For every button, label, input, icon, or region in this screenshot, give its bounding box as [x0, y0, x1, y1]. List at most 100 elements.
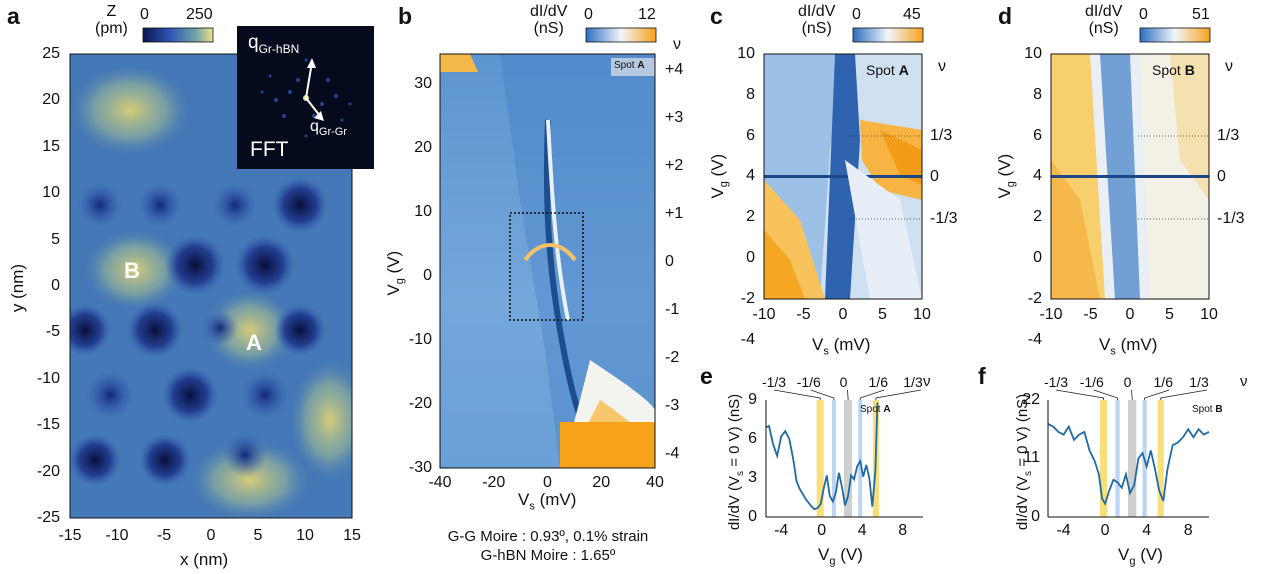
d-ytick-2: 6 [1033, 127, 1042, 145]
nu-leader-f-4 [1161, 390, 1207, 400]
panel-e-ylabel: dI/dV (Vs = 0 V) (nS) [726, 372, 746, 552]
d-ytick-4: 2 [1033, 208, 1042, 226]
site-label-a: A [246, 330, 262, 356]
a-ytick-9: -20 [37, 463, 60, 481]
band-e-3 [858, 400, 862, 517]
trace-e [766, 403, 877, 510]
b-ytick-5: -20 [409, 395, 432, 413]
panel-e-xlabel: Vg (V) [818, 545, 863, 567]
site-label-b: B [124, 258, 140, 284]
a-ytick-6: -5 [46, 323, 60, 341]
panel-d-nu-title: ν [1225, 58, 1233, 76]
panel-c-colorbar-min: 0 [852, 6, 861, 24]
e-ytick-2: 3 [748, 469, 757, 487]
fft-inset-title: FFT [250, 138, 288, 162]
band-f-3 [1143, 400, 1147, 517]
c-ytick-5: 0 [746, 249, 755, 267]
nu-leader-f-1 [1094, 390, 1118, 400]
a-ytick-3: 10 [42, 184, 60, 202]
c-nutick-0: 1/3 [930, 127, 952, 145]
band-f-1 [1116, 400, 1120, 517]
panel-label-d: d [998, 5, 1012, 28]
trace-f [1048, 424, 1209, 504]
c-nutick-1: 0 [930, 168, 939, 186]
d-nutick-0: 1/3 [1217, 127, 1239, 145]
panel-d-colorbar-title: dI/dV (nS) [1085, 3, 1122, 37]
b-ytick-2: 10 [414, 203, 432, 221]
b-ytick-0: 30 [414, 75, 432, 93]
panel-label-c: c [710, 5, 723, 28]
f-xtick-3: 8 [1158, 522, 1218, 540]
e-ytick-1: 6 [748, 430, 757, 448]
band-f-0 [1100, 400, 1107, 517]
c-ytick-4: 2 [746, 208, 755, 226]
band-e-4 [873, 400, 879, 517]
d-ytick-0: 10 [1024, 45, 1042, 63]
panel-d-ylabel: Vg (V) [995, 141, 1017, 211]
d-ytick-5: 0 [1033, 249, 1042, 267]
c-xtick-4: 10 [892, 306, 952, 324]
c-ytick-7: -4 [741, 331, 755, 349]
e-nutick-4: 1/3 [883, 374, 943, 390]
panel-label-f: f [978, 365, 986, 388]
a-ytick-7: -10 [37, 370, 60, 388]
panel-b-spot-label: Spot A [614, 60, 645, 71]
nu-leader-f-2 [1132, 390, 1133, 400]
panel-b-colorbar-title: dI/dV (nS) [530, 3, 567, 37]
c-ytick-3: 4 [746, 167, 755, 185]
b-xtick-1: -20 [464, 474, 524, 492]
panel-a-ylabel: y (nm) [8, 248, 28, 328]
panel-c-colorbar-max: 45 [903, 6, 921, 24]
a-ytick-1: 20 [42, 91, 60, 109]
nu-leader-e-2 [848, 390, 849, 400]
c-nutick-2: -1/3 [930, 210, 958, 228]
d-ytick-7: -4 [1028, 331, 1042, 349]
panel-b-nu-title: ν [673, 36, 681, 54]
panel-d-xlabel: Vs (mV) [1099, 335, 1157, 357]
panel-c-nu-title: ν [938, 58, 946, 76]
panel-f-spot-label: Spot B [1192, 404, 1223, 415]
a-ytick-8: -15 [37, 416, 60, 434]
panel-a-colorbar-max: 250 [186, 6, 213, 24]
panel-c-ylabel: Vg (V) [708, 141, 730, 211]
b-nutick-1: +3 [665, 109, 683, 127]
b-nutick-8: -4 [665, 445, 679, 463]
panel-d-colorbar-max: 51 [1192, 6, 1210, 24]
panel-c-colorbar-title: dI/dV (nS) [798, 3, 835, 37]
band-e-2 [844, 400, 852, 517]
band-f-4 [1158, 400, 1164, 517]
d-ytick-3: 4 [1033, 167, 1042, 185]
panel-a-colorbar-title: Z (pm) [95, 3, 128, 37]
b-xtick-0: -40 [410, 474, 470, 492]
b-xtick-3: 20 [571, 474, 631, 492]
e-ytick-0: 9 [748, 391, 757, 409]
band-f-2 [1128, 400, 1136, 517]
panel-label-a: a [7, 5, 20, 28]
panel-f-xlabel: Vg (V) [1118, 545, 1163, 567]
panel-d-spot-label: Spot B [1152, 62, 1195, 78]
f-ytick-0: 22 [1022, 391, 1040, 409]
b-nutick-6: -2 [665, 349, 679, 367]
panel-label-e: e [700, 365, 713, 388]
d-ytick-1: 8 [1033, 86, 1042, 104]
nu-leader-e-4 [876, 390, 921, 400]
b-ytick-3: 0 [423, 267, 432, 285]
panel-e-spot-label: Spot A [860, 404, 891, 415]
d-xtick-4: 10 [1179, 306, 1239, 324]
d-nutick-1: 0 [1217, 168, 1226, 186]
band-e-1 [832, 400, 836, 517]
a-xtick-6: 15 [322, 527, 382, 545]
b-nutick-3: +1 [665, 205, 683, 223]
nu-leader-e-3 [860, 390, 884, 400]
b-nutick-2: +2 [665, 157, 683, 175]
panel-c-xlabel: Vs (mV) [812, 335, 870, 357]
panel-b-colorbar-min: 0 [584, 6, 593, 24]
nu-leader-f-0 [1056, 390, 1104, 400]
panel-b-caption: G-G Moire : 0.93º, 0.1% strain G-hBN Moi… [398, 527, 698, 565]
a-ytick-4: 5 [51, 231, 60, 249]
b-nutick-5: -1 [665, 301, 679, 319]
band-e-0 [817, 400, 824, 517]
panel-f-nu-title: ν [1240, 373, 1248, 390]
f-nutick-4: 1/3 [1169, 374, 1229, 390]
b-nutick-0: +4 [665, 61, 683, 79]
